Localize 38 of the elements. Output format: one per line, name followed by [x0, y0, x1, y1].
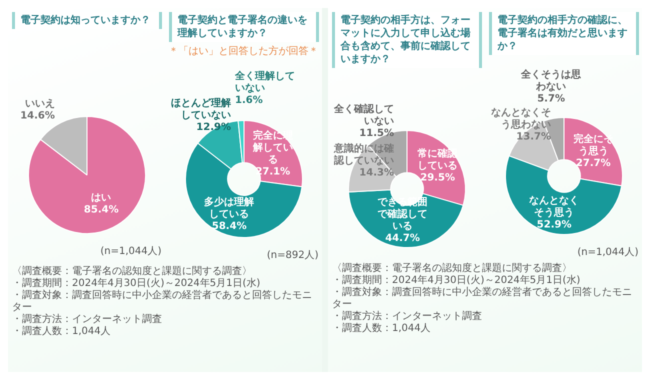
data-label: 27.7% [575, 158, 610, 169]
text: ・調査方法：インターネット調査 [332, 311, 483, 322]
text: 〈調査概要：電子署名の認知度と課題に関する調査〉 [12, 266, 253, 278]
slice-label: 全く確認していない [332, 102, 394, 127]
slice-label: 全く理解していない [234, 70, 294, 94]
data-label: 1.6% [234, 95, 262, 106]
data-label: 58.4% [211, 220, 246, 232]
data-label: 5.7% [536, 93, 564, 104]
text: ・調査対象：調査回答時に中小企業の経営者であると回答したモニター [12, 290, 313, 314]
slice-label: ほとんど理解していない [170, 97, 230, 122]
chart-title: 電子契約の相手方は、フォーマットに入力して申し込む場合も含めて、事前に確認していますか？ [332, 12, 482, 68]
text: ・調査方法：インターネット調査 [12, 314, 163, 326]
chart-title: 電子契約の相手方の確認に、電子署名は有効だと思いますか？ [488, 12, 638, 55]
chart-title: 電子契約と電子署名の違いを理解していますか？ [168, 12, 318, 42]
data-label: 44.7% [384, 233, 420, 244]
text: ・調査期間：2024年4月30日(火)～2024年5月1日(水) [12, 278, 262, 290]
text: (n=892人) [266, 249, 318, 262]
text: ・調査人数：1,044人 [12, 326, 112, 338]
slice-label: 全くそうは思わない [520, 68, 581, 92]
chart-subtitle: ＊「はい」と回答した方が回答＊ [168, 44, 318, 58]
text: ・調査期間：2024年4月30日(火)～2024年5月1日(水) [332, 275, 582, 286]
slice-label: いいえ [24, 98, 54, 110]
text: 〈調査概要：電子署名の認知度と課題に関する調査〉 [332, 263, 573, 274]
chart-title: 電子契約は知っていますか？ [12, 12, 162, 29]
text: (n=1,044人) [576, 246, 638, 259]
data-label: 29.5% [420, 172, 454, 184]
data-label: 85.4% [83, 204, 118, 216]
text: (n=1,044人) [99, 245, 162, 258]
slice-label: なんとなくそう思う [528, 196, 579, 219]
data-label: 14.3% [358, 167, 394, 178]
data-label: 52.9% [536, 220, 571, 231]
text: ・調査人数：1,044人 [332, 323, 432, 335]
slice-label: はい [90, 192, 111, 204]
data-label: 14.6% [20, 110, 54, 122]
data-label: 13.7% [516, 131, 550, 142]
text: ・調査対象：調査回答時に中小企業の経営者であると回答したモニター [332, 287, 633, 310]
data-label: 11.5% [358, 128, 394, 139]
slice-label: 多少は理解している [204, 196, 254, 220]
